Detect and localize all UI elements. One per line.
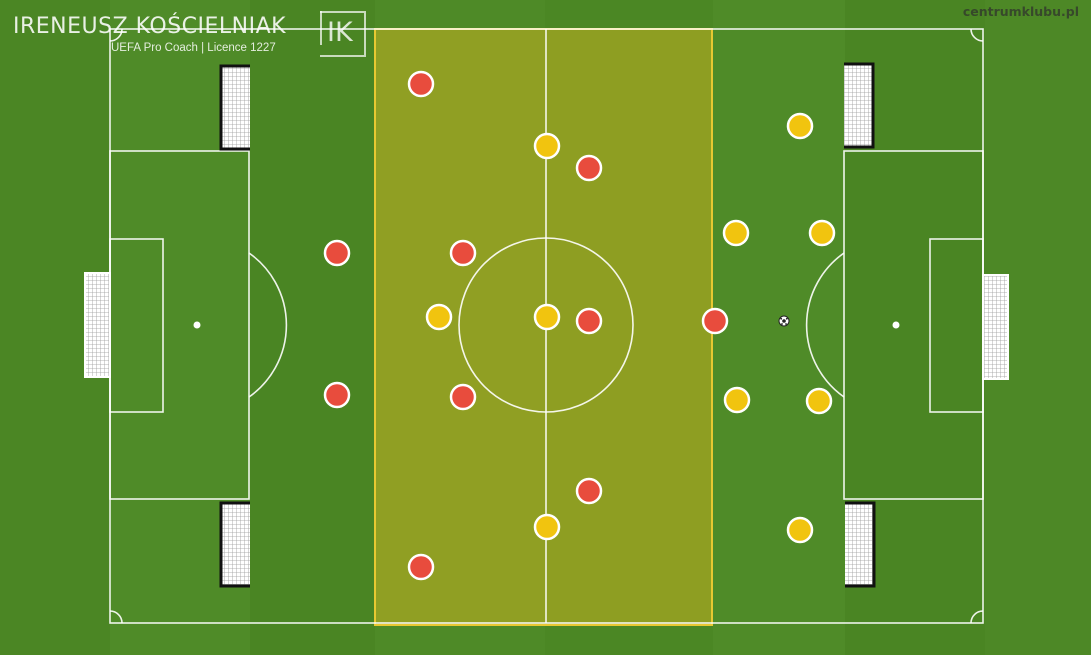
red-player <box>323 239 351 267</box>
yellow-player <box>425 303 453 331</box>
mini-goal-top-right <box>844 62 875 149</box>
coach-logo-frame <box>320 11 366 57</box>
red-player <box>449 239 477 267</box>
yellow-team <box>425 112 836 544</box>
right-goal <box>982 274 1009 380</box>
coach-name: IRENEUSZ KOŚCIELNIAK <box>13 14 287 39</box>
coach-subtitle: UEFA Pro Coach | Licence 1227 <box>111 42 276 54</box>
right-penalty-spot <box>892 321 900 329</box>
mini-goal-top-left <box>219 64 250 151</box>
red-player <box>407 70 435 98</box>
red-player <box>701 307 729 335</box>
red-player <box>323 381 351 409</box>
left-goal <box>84 272 111 378</box>
yellow-player <box>786 112 814 140</box>
red-player <box>449 383 477 411</box>
red-player <box>407 553 435 581</box>
yellow-player <box>533 303 561 331</box>
red-team <box>323 70 729 581</box>
red-player <box>575 307 603 335</box>
yellow-player <box>533 132 561 160</box>
coach-logo-text: IK <box>327 17 353 48</box>
coach-logo-bar <box>320 11 322 45</box>
left-penalty-spot <box>193 321 201 329</box>
mini-goal-bottom-right <box>845 501 876 588</box>
red-player <box>575 154 603 182</box>
yellow-player <box>723 386 751 414</box>
yellow-player <box>786 516 814 544</box>
red-player <box>575 477 603 505</box>
soccer-ball-icon <box>778 315 790 327</box>
yellow-player <box>805 387 833 415</box>
yellow-player <box>808 219 836 247</box>
yellow-player <box>533 513 561 541</box>
yellow-player <box>722 219 750 247</box>
site-watermark: centrumklubu.pl <box>962 4 1079 19</box>
mini-goal-bottom-left <box>219 501 250 588</box>
